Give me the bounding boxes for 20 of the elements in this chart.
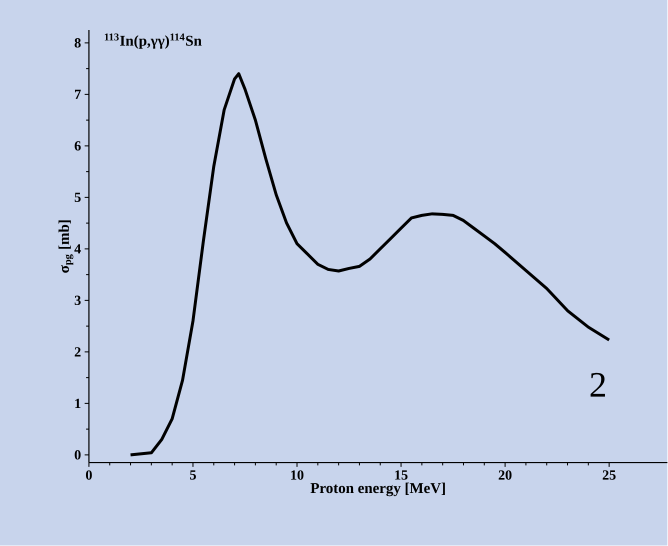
x-tick-label: 10 bbox=[291, 470, 304, 480]
line-series bbox=[129, 72, 611, 457]
x-tick-label: 5 bbox=[190, 470, 196, 480]
y-tick-label: 7 bbox=[74, 90, 81, 100]
y-tick-label: 5 bbox=[74, 192, 81, 202]
x-axis-title: Proton energy [MeV] bbox=[310, 482, 445, 496]
x-tick-label: 0 bbox=[86, 470, 92, 480]
y-tick-label: 0 bbox=[74, 450, 81, 460]
y-axis-title: σ$_{pg}$ [mb] bbox=[58, 220, 74, 273]
x-tick-label: 25 bbox=[602, 470, 616, 480]
y-tick-label: 8 bbox=[74, 38, 81, 48]
y-tick-label: 3 bbox=[74, 296, 81, 306]
y-tick-label: 4 bbox=[74, 244, 81, 254]
x-tick-label: 15 bbox=[395, 470, 408, 480]
annotation: 2 bbox=[590, 373, 605, 397]
x-tick-label: 20 bbox=[498, 470, 512, 480]
y-tick-label: 6 bbox=[74, 141, 81, 151]
chart-title: $^{113}$In(p,γγ)$^{114}$Sn bbox=[104, 34, 202, 50]
y-tick-label: 2 bbox=[74, 347, 81, 357]
y-tick-label: 1 bbox=[75, 398, 80, 408]
